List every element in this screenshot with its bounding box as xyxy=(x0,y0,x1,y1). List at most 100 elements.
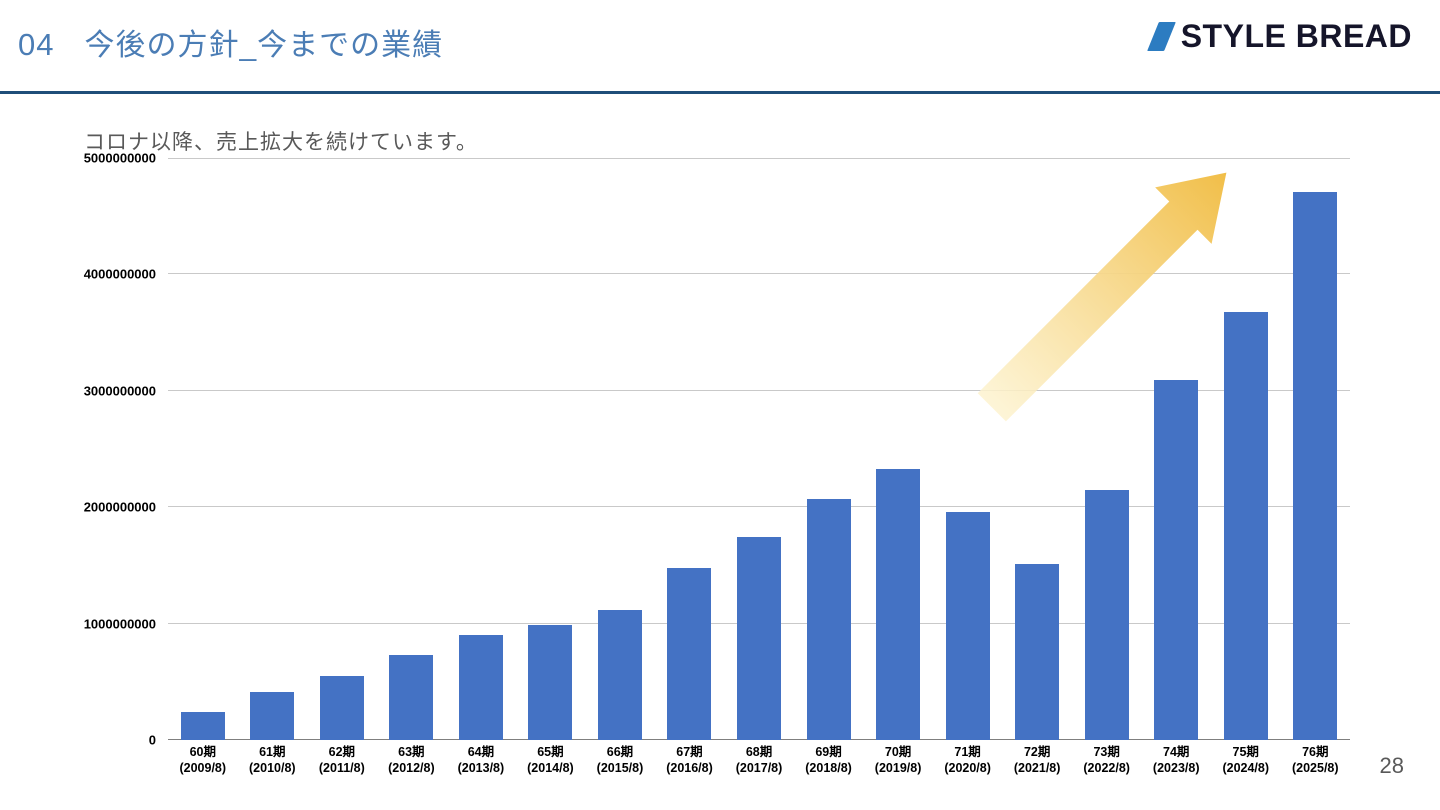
x-axis-label: 71期 (2020/8) xyxy=(933,744,1003,777)
x-axis-label-year: (2019/8) xyxy=(874,761,922,776)
x-axis-label-period: 71期 xyxy=(954,745,981,759)
x-axis-label-year: (2011/8) xyxy=(318,761,365,776)
bar-75期 xyxy=(1223,311,1268,740)
y-axis: 0 1000000000 2000000000 3000000000 400000000… xyxy=(50,151,162,748)
y-axis-tick-label: 3000000000 xyxy=(83,383,156,399)
x-axis-label: 67期 (2016/8) xyxy=(655,744,725,777)
x-axis-label: 61期 (2010/8) xyxy=(238,744,308,777)
bar-64期 xyxy=(458,635,503,740)
company-logo: STYLE BREAD xyxy=(1146,18,1412,55)
x-axis-label: 60期 (2009/8) xyxy=(168,744,238,777)
y-axis-tick-label: 0 xyxy=(148,732,156,748)
x-axis-label-period: 65期 xyxy=(537,745,564,759)
x-axis-label-period: 66期 xyxy=(606,745,634,759)
x-axis-label-period: 72期 xyxy=(1023,745,1051,759)
bars-container xyxy=(168,158,1350,740)
gridline xyxy=(168,506,1350,508)
bar-72期 xyxy=(1015,564,1060,740)
bar-slot xyxy=(1141,158,1211,740)
bar-73期 xyxy=(1084,489,1129,740)
x-axis-label-year: (2021/8) xyxy=(1013,761,1061,776)
x-axis-label: 74期 (2023/8) xyxy=(1141,744,1211,777)
x-axis-label-year: (2013/8) xyxy=(457,761,505,776)
y-axis-tick-label: 1000000000 xyxy=(83,616,156,632)
plot-area xyxy=(168,158,1350,740)
x-axis: 60期 (2009/8) 61期 (2010/8) 62期 (2011/8) 63期 (201… xyxy=(168,744,1350,777)
x-axis-label-year: (2024/8) xyxy=(1222,761,1270,776)
x-axis-label-year: (2020/8) xyxy=(944,761,991,776)
x-axis-label-period: 67期 xyxy=(676,745,703,759)
x-axis-label: 62期 (2011/8) xyxy=(307,744,377,777)
x-axis-label-year: (2015/8) xyxy=(596,761,644,776)
logo-text: STYLE BREAD xyxy=(1180,18,1412,54)
bar-slot xyxy=(238,158,308,740)
bar-slot xyxy=(863,158,933,740)
bar-68期 xyxy=(737,537,782,740)
bar-slot xyxy=(168,158,238,740)
bar-slot xyxy=(1072,158,1142,740)
x-axis-label-period: 76期 xyxy=(1302,745,1329,759)
x-axis-label-period: 69期 xyxy=(815,745,842,759)
chart-caption: コロナ以降、売上拡大を続けています。 xyxy=(84,131,478,154)
x-axis-label-period: 73期 xyxy=(1093,745,1120,759)
x-axis-label: 72期 (2021/8) xyxy=(1002,744,1072,777)
bar-slot xyxy=(516,158,586,740)
x-axis-label-year: (2017/8) xyxy=(735,761,783,776)
x-axis-label-year: (2016/8) xyxy=(666,761,713,776)
x-axis-label: 70期 (2019/8) xyxy=(863,744,933,777)
bar-63期 xyxy=(389,655,434,740)
x-axis-label: 73期 (2022/8) xyxy=(1072,744,1142,777)
x-axis-label: 68期 (2017/8) xyxy=(724,744,794,777)
gridline xyxy=(168,158,1350,159)
x-axis-label: 63期 (2012/8) xyxy=(377,744,447,777)
page-title: 今後の方針_今までの業績 xyxy=(84,29,444,62)
bar-slot xyxy=(585,158,655,740)
x-axis-label-period: 62期 xyxy=(328,745,356,759)
bar-76期 xyxy=(1293,191,1338,740)
bar-69期 xyxy=(806,499,851,740)
bar-slot xyxy=(724,158,794,740)
x-axis-label-period: 60期 xyxy=(189,745,216,759)
gridline xyxy=(168,622,1350,624)
y-axis-tick-label: 4000000000 xyxy=(83,266,156,282)
bar-slot xyxy=(307,158,377,740)
x-axis-label: 75期 (2024/8) xyxy=(1211,744,1281,777)
x-axis-line xyxy=(168,739,1350,740)
slide-header: 04 今後の方針_今までの業績 xyxy=(18,20,443,64)
bar-66期 xyxy=(597,609,642,740)
x-axis-label: 66期 (2015/8) xyxy=(585,744,655,777)
bar-slot xyxy=(1002,158,1072,740)
bar-slot xyxy=(446,158,516,740)
x-axis-label: 76期 (2025/8) xyxy=(1281,744,1351,777)
x-axis-label-period: 70期 xyxy=(884,745,912,759)
x-axis-label-year: (2010/8) xyxy=(249,761,296,776)
x-axis-label-period: 61期 xyxy=(259,745,286,759)
gridline xyxy=(168,389,1350,391)
bar-60期 xyxy=(180,712,225,740)
header-divider xyxy=(0,91,1440,94)
bar-slot xyxy=(1211,158,1281,740)
bar-slot xyxy=(1281,158,1351,740)
growth-arrow-icon xyxy=(977,172,1227,422)
bar-61期 xyxy=(250,692,295,740)
x-axis-label-period: 74期 xyxy=(1163,745,1190,759)
bar-74期 xyxy=(1154,380,1199,740)
section-number: 04 xyxy=(18,27,55,62)
bar-65期 xyxy=(528,624,573,740)
logo-slash-icon xyxy=(1146,22,1176,51)
x-axis-label-period: 68期 xyxy=(745,745,773,759)
x-axis-label-year: (2018/8) xyxy=(805,761,852,776)
bar-slot xyxy=(655,158,725,740)
bar-71期 xyxy=(945,511,990,740)
gridline xyxy=(168,273,1350,275)
x-axis-label-period: 64期 xyxy=(467,745,495,759)
x-axis-label-period: 75期 xyxy=(1232,745,1259,759)
bar-slot xyxy=(794,158,864,740)
x-axis-label: 64期 (2013/8) xyxy=(446,744,516,777)
x-axis-label-year: (2014/8) xyxy=(527,761,574,776)
x-axis-label-year: (2012/8) xyxy=(388,761,435,776)
bar-62期 xyxy=(319,675,364,740)
y-axis-tick-label: 2000000000 xyxy=(83,499,156,515)
